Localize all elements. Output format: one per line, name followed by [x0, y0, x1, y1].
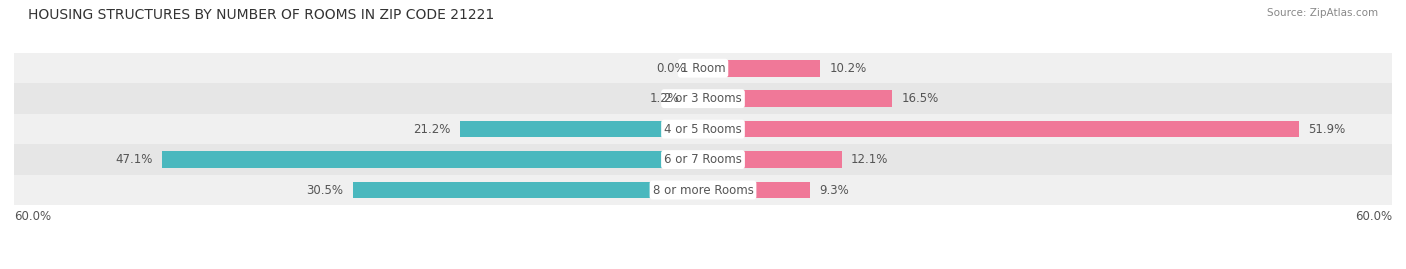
Bar — [689, 90, 703, 107]
Text: HOUSING STRUCTURES BY NUMBER OF ROOMS IN ZIP CODE 21221: HOUSING STRUCTURES BY NUMBER OF ROOMS IN… — [28, 8, 495, 22]
Text: 47.1%: 47.1% — [115, 153, 153, 166]
Text: 51.9%: 51.9% — [1308, 123, 1346, 136]
Text: 6 or 7 Rooms: 6 or 7 Rooms — [664, 153, 742, 166]
Text: 10.2%: 10.2% — [830, 62, 866, 75]
Text: 1 Room: 1 Room — [681, 62, 725, 75]
Text: 12.1%: 12.1% — [851, 153, 889, 166]
Bar — [14, 53, 1392, 83]
Text: 60.0%: 60.0% — [14, 210, 51, 223]
Bar — [353, 182, 703, 199]
Text: 30.5%: 30.5% — [307, 183, 343, 197]
Bar — [14, 83, 1392, 114]
Bar — [703, 151, 842, 168]
Bar — [703, 121, 1299, 137]
Text: 21.2%: 21.2% — [413, 123, 450, 136]
Bar — [162, 151, 703, 168]
Bar — [14, 114, 1392, 144]
Bar — [14, 144, 1392, 175]
Text: 4 or 5 Rooms: 4 or 5 Rooms — [664, 123, 742, 136]
Bar — [703, 90, 893, 107]
Text: 9.3%: 9.3% — [818, 183, 849, 197]
Text: 60.0%: 60.0% — [1355, 210, 1392, 223]
Text: Source: ZipAtlas.com: Source: ZipAtlas.com — [1267, 8, 1378, 18]
Bar — [703, 182, 810, 199]
Bar — [14, 175, 1392, 205]
Text: 1.2%: 1.2% — [650, 92, 681, 105]
Bar — [703, 60, 820, 77]
Bar — [460, 121, 703, 137]
Text: 16.5%: 16.5% — [901, 92, 939, 105]
Text: 2 or 3 Rooms: 2 or 3 Rooms — [664, 92, 742, 105]
Text: 0.0%: 0.0% — [657, 62, 686, 75]
Text: 8 or more Rooms: 8 or more Rooms — [652, 183, 754, 197]
